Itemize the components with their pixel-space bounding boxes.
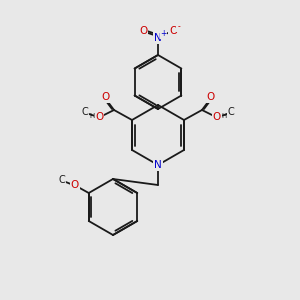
Text: C: C bbox=[228, 107, 234, 117]
Text: O: O bbox=[207, 92, 215, 102]
Text: O: O bbox=[70, 180, 79, 190]
Text: -: - bbox=[177, 22, 180, 31]
Text: N: N bbox=[154, 160, 162, 170]
Text: C: C bbox=[58, 175, 65, 185]
Text: O: O bbox=[139, 26, 147, 36]
Text: C: C bbox=[82, 107, 88, 117]
Text: O: O bbox=[213, 112, 221, 122]
Text: N: N bbox=[154, 33, 162, 43]
Text: +: + bbox=[160, 29, 167, 38]
Text: H: H bbox=[222, 113, 227, 119]
Text: O: O bbox=[101, 92, 109, 102]
Text: O: O bbox=[169, 26, 177, 36]
Text: H: H bbox=[89, 113, 94, 119]
Text: O: O bbox=[95, 112, 103, 122]
